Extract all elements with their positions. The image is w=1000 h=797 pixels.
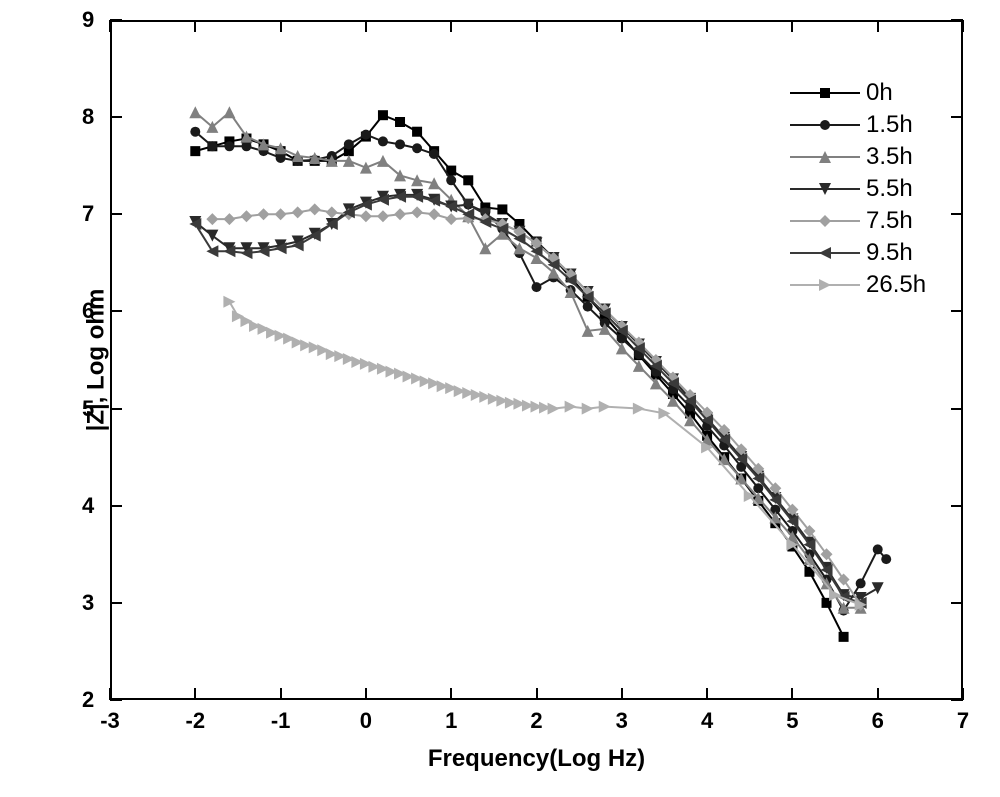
legend-item: 1.5h	[790, 112, 926, 138]
legend-item: 3.5h	[790, 144, 926, 170]
x-tick-label: 4	[701, 708, 713, 734]
legend-item: 7.5h	[790, 208, 926, 234]
y-tick-label: 3	[82, 590, 94, 616]
x-tick-label: -1	[271, 708, 291, 734]
y-tick-label: 8	[82, 104, 94, 130]
x-tick-label: 0	[360, 708, 372, 734]
x-axis-label: Frequency(Log Hz)	[428, 745, 645, 773]
x-tick-label: -2	[186, 708, 206, 734]
x-tick-label: 5	[786, 708, 798, 734]
x-tick-label: 6	[872, 708, 884, 734]
y-tick-label: 9	[82, 7, 94, 33]
series-0h	[190, 110, 848, 642]
legend-label: 3.5h	[866, 143, 913, 171]
x-tick-label: 7	[957, 708, 969, 734]
legend-label: 9.5h	[866, 239, 913, 267]
legend-label: 26.5h	[866, 271, 926, 299]
series-1.5h	[190, 127, 891, 616]
x-tick-label: 1	[445, 708, 457, 734]
legend-item: 0h	[790, 80, 926, 106]
legend-label: 7.5h	[866, 207, 913, 235]
legend-label: 0h	[866, 79, 893, 107]
y-tick-label: 4	[82, 493, 94, 519]
series-26.5h	[223, 296, 866, 611]
legend: 0h 1.5h 3.5h 5.5h 7.5h 9.5h 26.5h	[790, 80, 926, 304]
x-tick-label: 2	[530, 708, 542, 734]
legend-label: 5.5h	[866, 175, 913, 203]
y-tick-label: 2	[82, 687, 94, 713]
x-tick-label: -3	[100, 708, 120, 734]
legend-item: 9.5h	[790, 240, 926, 266]
bode-plot: -3-2-10123456723456789 Frequency(Log Hz)…	[0, 0, 1000, 797]
legend-label: 1.5h	[866, 111, 913, 139]
legend-item: 26.5h	[790, 272, 926, 298]
y-axis-label: |Z|, Log ohm	[82, 289, 110, 432]
x-tick-label: 3	[616, 708, 628, 734]
legend-item: 5.5h	[790, 176, 926, 202]
series-3.5h	[189, 106, 866, 613]
y-tick-label: 7	[82, 201, 94, 227]
